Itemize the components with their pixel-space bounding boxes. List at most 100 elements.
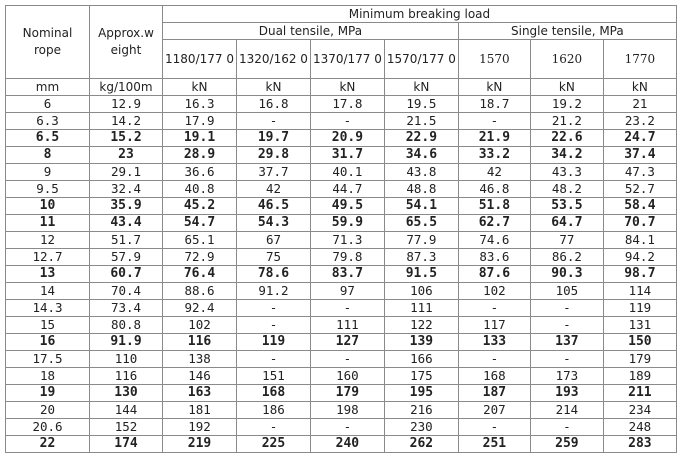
- breaking-load-cell: 122: [383, 316, 459, 334]
- breaking-load-cell: 90.3: [529, 265, 604, 283]
- breaking-load-cell: 168: [236, 384, 311, 402]
- breaking-load-cell: 102: [162, 316, 237, 334]
- breaking-load-cell: -: [236, 418, 311, 436]
- breaking-load-cell: 131: [602, 316, 677, 334]
- units-row: mm kg/100m kN kN kN kN kN kN kN: [5, 78, 677, 96]
- breaking-load-cell: 192: [162, 418, 237, 436]
- breaking-load-cell: 88.6: [162, 282, 237, 300]
- rope-diameter-cell: 9.5: [5, 180, 90, 198]
- breaking-load-cell: 193: [529, 384, 604, 402]
- weight-cell: 32.4: [89, 180, 163, 198]
- table-row: 17.5 110 138- -166- -179: [5, 350, 677, 368]
- rope-diameter-cell: 11: [5, 214, 90, 232]
- rope-diameter-cell: 6.5: [5, 129, 90, 147]
- breaking-load-cell: 86.2: [529, 248, 604, 266]
- breaking-load-cell: 240: [309, 435, 385, 453]
- rope-diameter-cell: 6.3: [5, 112, 90, 130]
- breaking-load-cell: 87.6: [457, 265, 531, 283]
- breaking-load-cell: 22.6: [529, 129, 604, 147]
- breaking-load-cell: -: [457, 418, 531, 436]
- breaking-load-cell: 44.7: [309, 180, 385, 198]
- breaking-load-cell: 54.1: [383, 197, 459, 215]
- breaking-load-cell: 189: [602, 367, 677, 385]
- breaking-load-cell: 195: [383, 384, 459, 402]
- breaking-load-cell: -: [529, 316, 604, 334]
- table-row: 10 35.9 45.2 46.5 49.5 54.1 51.8 53.5 58.4: [5, 197, 677, 215]
- breaking-load-cell: 47.3: [602, 163, 677, 181]
- table-row: 13 60.7 76.4 78.6 83.7 91.5 87.6 90.3 98.7: [5, 265, 677, 283]
- breaking-load-cell: 34.2: [529, 146, 604, 164]
- breaking-load-cell: 187: [457, 384, 531, 402]
- breaking-load-cell: 92.4: [162, 299, 237, 317]
- nominal-rope-header: Nominal rope: [5, 5, 90, 79]
- unit-cell: kg/100m: [89, 78, 163, 96]
- breaking-load-cell: 70.7: [602, 214, 677, 232]
- breaking-load-cell: 175: [383, 367, 459, 385]
- breaking-load-cell: 163: [162, 384, 237, 402]
- breaking-load-cell: 234: [602, 401, 677, 419]
- table-row: 9 29.1 36.6 37.7 40.1 43.8 42 43.3 47.3: [5, 163, 677, 181]
- weight-cell: 116: [89, 367, 163, 385]
- unit-cell: kN: [162, 78, 237, 96]
- breaking-load-cell: 230: [383, 418, 459, 436]
- breaking-load-cell: 138: [162, 350, 237, 368]
- breaking-load-cell: 78.6: [236, 265, 311, 283]
- table-row: 20 144 181 186 198 216 207 214 234: [5, 401, 677, 419]
- breaking-load-cell: 16.3: [162, 95, 237, 113]
- breaking-load-cell: 283: [602, 435, 677, 453]
- breaking-load-cell: 105: [529, 282, 604, 300]
- breaking-load-cell: 46.8: [457, 180, 531, 198]
- breaking-load-cell: 65.5: [383, 214, 459, 232]
- breaking-load-cell: 77: [529, 231, 604, 249]
- breaking-load-cell: 151: [236, 367, 311, 385]
- breaking-load-cell: -: [236, 350, 311, 368]
- weight-cell: 130: [89, 384, 163, 402]
- breaking-load-cell: 248: [602, 418, 677, 436]
- rope-diameter-cell: 13: [5, 265, 90, 283]
- table-row: 14.3 73.4 92.4- -111- -119: [5, 299, 677, 317]
- breaking-load-cell: 49.5: [309, 197, 385, 215]
- breaking-load-cell: 48.8: [383, 180, 459, 198]
- breaking-load-cell: 28.9: [162, 146, 237, 164]
- breaking-load-cell: 83.7: [309, 265, 385, 283]
- breaking-load-cell: -: [309, 299, 385, 317]
- breaking-load-cell: 59.9: [309, 214, 385, 232]
- rope-diameter-cell: 14.3: [5, 299, 90, 317]
- breaking-load-cell: 46.5: [236, 197, 311, 215]
- table-body: 6 12.9 16.3 16.8 17.8 19.5 18.7 19.2 21 6.3 14.2 17…: [5, 95, 677, 453]
- breaking-load-cell: 18.7: [457, 95, 531, 113]
- breaking-load-cell: 21.2: [529, 112, 604, 130]
- breaking-load-cell: 146: [162, 367, 237, 385]
- weight-cell: 152: [89, 418, 163, 436]
- breaking-load-cell: 116: [162, 333, 237, 351]
- breaking-load-cell: 75: [236, 248, 311, 266]
- single-grade-header: 1570: [457, 39, 531, 79]
- table-row: 6.5 15.2 19.1 19.7 20.9 22.9 21.9 22.6 24.7: [5, 129, 677, 147]
- weight-cell: 12.9: [89, 95, 163, 113]
- table-container: Nominal rope Approx.w eight Minimum brea…: [5, 5, 677, 453]
- rope-diameter-cell: 12: [5, 231, 90, 249]
- weight-cell: 91.9: [89, 333, 163, 351]
- breaking-load-cell: 21.9: [457, 129, 531, 147]
- rope-diameter-cell: 16: [5, 333, 90, 351]
- breaking-load-cell: 22.9: [383, 129, 459, 147]
- table-row: 20.6 152 192- -230- -248: [5, 418, 677, 436]
- breaking-load-cell: 114: [602, 282, 677, 300]
- weight-cell: 51.7: [89, 231, 163, 249]
- breaking-load-cell: 58.4: [602, 197, 677, 215]
- breaking-load-cell: 87.3: [383, 248, 459, 266]
- breaking-load-cell: 37.7: [236, 163, 311, 181]
- breaking-load-cell: 179: [309, 384, 385, 402]
- breaking-load-cell: 79.8: [309, 248, 385, 266]
- min-breaking-load-header: Minimum breaking load: [162, 5, 677, 23]
- approx-weight-header: Approx.w eight: [89, 5, 163, 79]
- breaking-load-cell: 117: [457, 316, 531, 334]
- breaking-load-cell: 16.8: [236, 95, 311, 113]
- rope-diameter-cell: 22: [5, 435, 90, 453]
- breaking-load-cell: 173: [529, 367, 604, 385]
- breaking-load-cell: 150: [602, 333, 677, 351]
- rope-diameter-cell: 18: [5, 367, 90, 385]
- breaking-load-cell: 94.2: [602, 248, 677, 266]
- breaking-load-cell: 65.1: [162, 231, 237, 249]
- breaking-load-cell: 17.8: [309, 95, 385, 113]
